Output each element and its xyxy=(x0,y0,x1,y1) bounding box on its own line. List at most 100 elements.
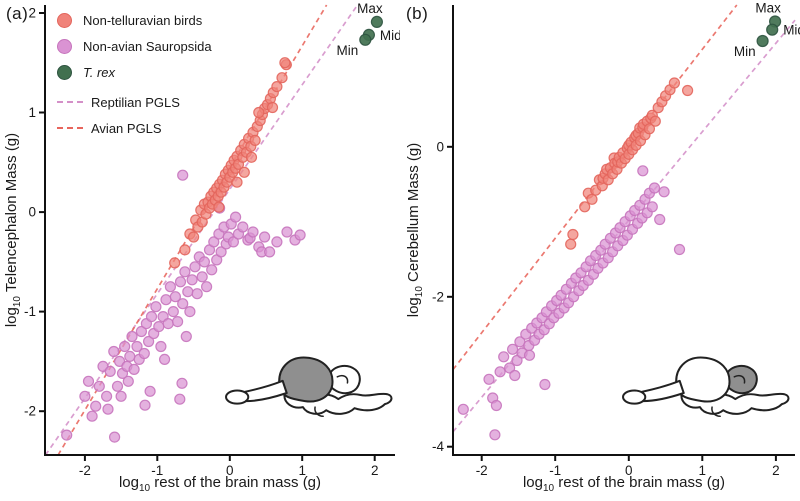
endocast-detail-line xyxy=(314,406,324,418)
non-avian-sauropsida-point xyxy=(247,226,259,238)
t-rex-point xyxy=(766,23,779,36)
non-avian-sauropsida-point xyxy=(201,281,213,293)
non-avian-sauropsida-point xyxy=(131,340,143,353)
y-tick-label: 0 xyxy=(436,139,444,154)
legend: Non-telluravian birds Non-avian Sauropsid… xyxy=(57,10,212,144)
non-avian-sauropsida-point xyxy=(230,211,242,223)
non-avian-sauropsida-point xyxy=(153,321,165,333)
non-avian-sauropsida-point xyxy=(102,403,114,415)
non-avian-sauropsida-point xyxy=(539,378,551,391)
non-telluravian-birds-point xyxy=(643,123,655,135)
shaded-telencephalon-region xyxy=(278,356,334,403)
x-tick-label: -2 xyxy=(476,463,488,478)
endocast-cerebellum-outline xyxy=(327,364,361,395)
non-avian-sauropsida-point xyxy=(281,226,293,238)
non-telluravian-birds-point xyxy=(213,201,225,213)
non-avian-sauropsida-point xyxy=(503,362,516,374)
non-avian-sauropsida-point xyxy=(108,431,121,443)
non-telluravian-birds-swatch-icon xyxy=(57,12,72,28)
t-rex-point xyxy=(359,33,372,46)
non-avian-sauropsida-point xyxy=(506,343,519,355)
panel-a: Max Mid Min -2 -1 0 1 2 -2 -1 0 1 2 (a) log10 Telenc… xyxy=(3,1,400,494)
non-avian-sauropsida-point xyxy=(108,345,120,358)
legend-item-non-avian-sauropsida: Non-avian Sauropsida xyxy=(57,36,212,56)
non-avian-sauropsida-point xyxy=(264,246,276,258)
non-avian-sauropsida-point xyxy=(189,261,201,273)
non-telluravian-birds-point xyxy=(668,77,680,89)
non-telluravian-birds-point xyxy=(649,115,661,127)
x-tick-label: 2 xyxy=(371,463,379,478)
non-avian-sauropsida-point xyxy=(646,201,658,213)
non-avian-sauropsida-point xyxy=(180,330,192,343)
x-axis-title-text: log xyxy=(522,474,543,491)
non-avian-sauropsida-point xyxy=(174,276,187,288)
non-telluravian-birds-point xyxy=(169,257,181,269)
non-avian-sauropsida-point xyxy=(115,390,127,402)
non-avian-sauropsida-point xyxy=(208,236,220,248)
non-avian-sauropsida-point xyxy=(144,385,156,397)
non-avian-sauropsida-point xyxy=(61,429,73,441)
non-telluravian-birds-point xyxy=(579,201,591,213)
non-avian-sauropsida-point xyxy=(191,288,203,300)
non-avian-sauropsida-point xyxy=(128,363,140,375)
panel-a-y-axis-title: log10 Telencephalon Mass (g) xyxy=(3,5,23,455)
non-avian-sauropsida-point xyxy=(215,246,227,258)
non-avian-sauropsida-point xyxy=(82,375,95,387)
panel-a-plot-area: Max Mid Min -2 -1 0 1 2 -2 -1 0 1 2 xyxy=(24,1,400,478)
avian-pgls-dashed-swatch-icon xyxy=(57,127,83,129)
legend-label: Non-avian Sauropsida xyxy=(83,38,212,54)
y-tick-label: -2 xyxy=(432,289,444,304)
x-axis-title-text: rest of the brain mass (g) xyxy=(150,474,322,491)
panel-b-label: (b) xyxy=(406,4,429,23)
non-telluravian-birds-point xyxy=(188,231,200,243)
non-avian-sauropsida-point xyxy=(143,335,155,348)
legend-label: Non-telluravian birds xyxy=(83,12,203,28)
legend-item-non-telluravian-birds: Non-telluravian birds xyxy=(57,10,212,30)
x-tick-label: 1 xyxy=(699,463,707,478)
non-avian-sauropsida-point xyxy=(658,186,670,198)
x-tick-label: 2 xyxy=(772,463,780,478)
non-avian-sauropsida-point xyxy=(104,365,116,377)
non-avian-sauropsida-point xyxy=(494,366,506,378)
non-telluravian-birds-point xyxy=(565,238,577,250)
x-tick-label: 0 xyxy=(625,463,633,478)
non-avian-sauropsida-point xyxy=(93,380,105,392)
x-axis-title-text: log xyxy=(118,474,139,491)
y-tick-label: -2 xyxy=(24,404,36,419)
non-telluravian-birds-point xyxy=(238,166,250,178)
endocast-telencephalon-outline xyxy=(675,356,731,403)
non-telluravian-birds-point xyxy=(271,80,283,93)
non-avian-sauropsida-point xyxy=(177,298,189,310)
non-telluravian-birds-point xyxy=(253,106,265,119)
shaded-cerebellum-region xyxy=(724,364,758,395)
non-avian-sauropsida-point xyxy=(179,266,191,278)
non-avian-sauropsida-point xyxy=(196,271,208,283)
reptilian-pgls-dashed-swatch-icon xyxy=(57,101,83,103)
non-avian-sauropsida-point xyxy=(164,281,176,293)
endocast-olfactory-stalk xyxy=(640,379,685,403)
panel-a-x-axis-title: log10 rest of the brain mass (g) xyxy=(45,474,395,494)
non-avian-sauropsida-point xyxy=(259,231,271,243)
y-axis-title-subscript: 10 xyxy=(414,286,425,298)
panel-b-y-axis-title: log10 Cerebellum Mass (g) xyxy=(405,5,425,455)
endocast-detail-line xyxy=(711,406,721,418)
endocast-cerebellum-curl xyxy=(336,374,349,384)
non-avian-sauropsida-point xyxy=(124,350,136,362)
non-avian-sauropsida-point xyxy=(523,349,536,361)
non-avian-sauropsida-point xyxy=(169,291,181,303)
non-avian-sauropsida-point xyxy=(457,403,469,415)
x-axis-title-text: rest of the brain mass (g) xyxy=(554,474,726,491)
non-telluravian-birds-point xyxy=(249,134,261,146)
non-avian-sauropsida-point xyxy=(174,393,186,405)
non-avian-sauropsida-swatch-icon xyxy=(57,38,72,54)
non-avian-sauropsida-point xyxy=(119,340,131,353)
non-avian-sauropsida-point xyxy=(509,369,521,382)
non-avian-sauropsida-point xyxy=(138,347,150,360)
endocast-olfactory-bulb xyxy=(622,389,647,405)
non-avian-sauropsida-point xyxy=(184,306,196,318)
reptilian-pgls-line xyxy=(452,19,796,433)
trex-min-label: Min xyxy=(337,43,359,58)
y-tick-label: 2 xyxy=(28,6,36,21)
